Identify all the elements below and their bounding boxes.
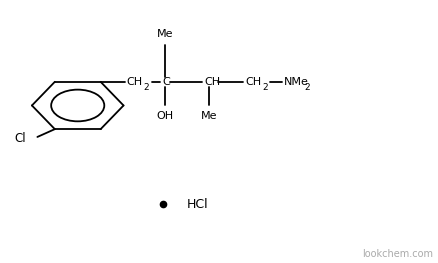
Text: HCl: HCl (186, 198, 208, 211)
Text: OH: OH (156, 111, 173, 121)
Text: C: C (162, 77, 170, 87)
Text: CH: CH (245, 77, 261, 87)
Text: Me: Me (156, 29, 173, 39)
Text: 2: 2 (143, 83, 148, 92)
Text: Cl: Cl (15, 132, 26, 145)
Text: Me: Me (201, 111, 217, 121)
Text: CH: CH (127, 77, 143, 87)
Text: 2: 2 (304, 83, 310, 92)
Text: NMe: NMe (283, 77, 308, 87)
Text: 2: 2 (261, 83, 267, 92)
Text: CH: CH (204, 77, 219, 87)
Text: lookchem.com: lookchem.com (361, 249, 432, 259)
